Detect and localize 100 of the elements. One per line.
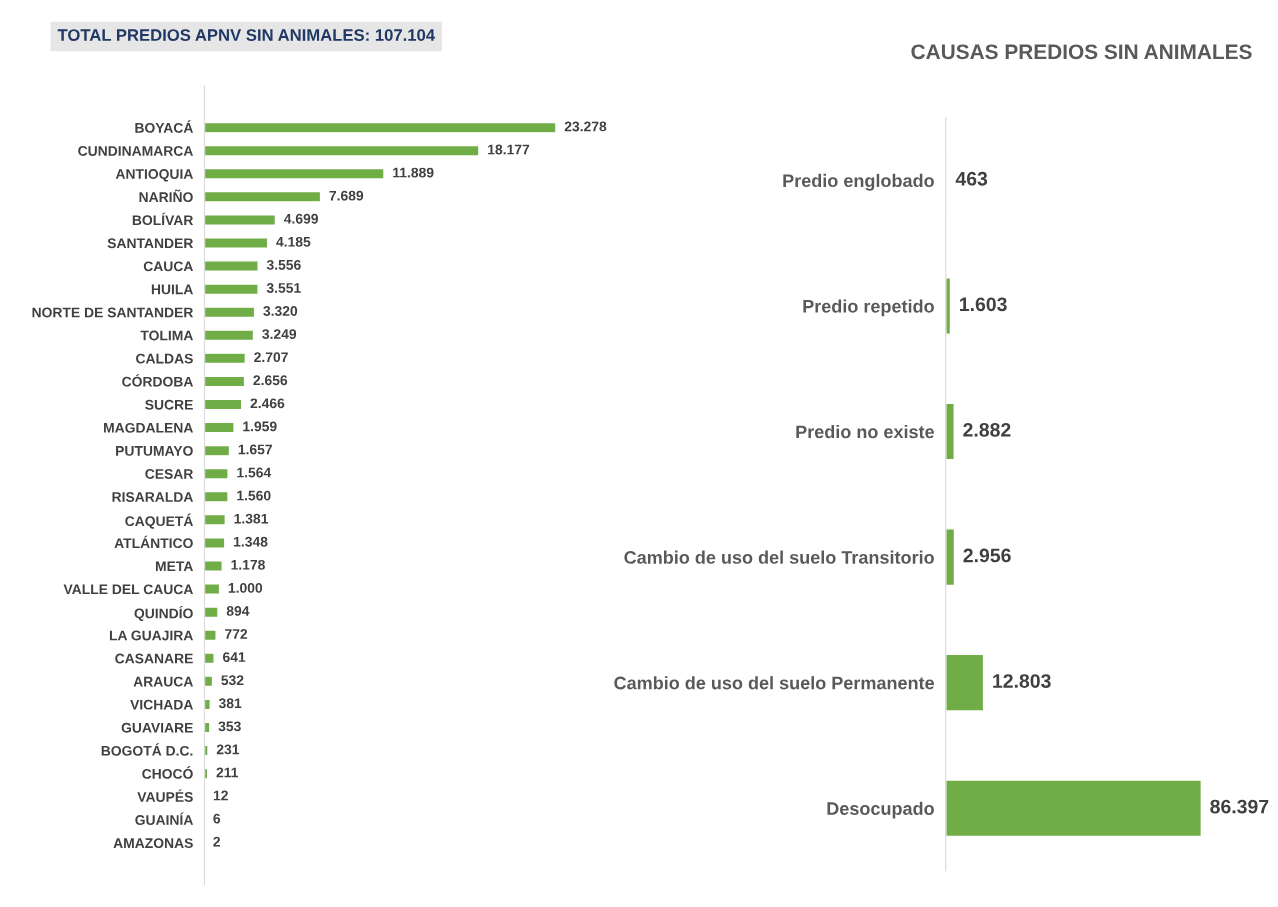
data-label: 2.707 — [254, 352, 288, 363]
data-label: 23.278 — [564, 121, 607, 132]
y-tick-label: Predio englobado — [783, 173, 934, 191]
bar — [204, 675, 214, 688]
y-tick-label: CASANARE — [115, 653, 193, 664]
data-label: 11.889 — [393, 167, 434, 178]
bar — [945, 779, 1203, 838]
y-tick-label: Predio repetido — [803, 299, 934, 317]
bar — [204, 237, 269, 249]
y-tick-label: SUCRE — [145, 399, 193, 410]
data-label: 12 — [213, 790, 228, 801]
y-tick-label: CÓRDOBA — [122, 374, 193, 387]
data-label: 1.560 — [237, 490, 271, 501]
y-tick-label: CAUCA — [143, 261, 193, 272]
data-label: 772 — [225, 629, 248, 639]
y-tick-label: CALDAS — [136, 353, 193, 364]
data-label: 1.000 — [228, 582, 263, 593]
data-label: 3.320 — [263, 306, 298, 316]
y-tick-label: ATLÁNTICO — [114, 535, 193, 549]
bar — [204, 167, 385, 180]
chart-title: TOTAL PREDIOS APNV SIN ANIMALES: 107.104 — [57, 29, 435, 41]
data-label: 6 — [213, 813, 221, 824]
y-tick-label: ARAUCA — [133, 676, 193, 687]
bar — [945, 277, 952, 335]
y-tick-label: Cambio de uso del suelo Transitorio — [624, 550, 934, 564]
data-label: 463 — [955, 171, 988, 186]
bar — [204, 444, 231, 457]
y-tick-label: RISARALDA — [112, 492, 193, 502]
y-tick-label: BOLÍVAR — [132, 212, 194, 226]
bar — [945, 528, 956, 587]
chart-title: CAUSAS PREDIOS SIN ANIMALES — [911, 44, 1252, 60]
data-label: 1.564 — [237, 467, 272, 478]
bar — [204, 214, 277, 226]
y-tick-label: CESAR — [145, 469, 194, 479]
bar — [204, 144, 480, 157]
data-label: 12.803 — [993, 674, 1051, 688]
data-label: 3.551 — [266, 283, 301, 293]
y-tick-label: PUTUMAYO — [116, 445, 193, 456]
bar — [204, 121, 557, 134]
y-tick-label: NORTE DE SANTANDER — [32, 307, 194, 318]
y-tick-label: META — [155, 561, 193, 572]
data-label: 4.699 — [283, 213, 318, 224]
bar — [204, 629, 217, 642]
data-label: 894 — [226, 606, 250, 616]
bar — [204, 583, 221, 595]
y-tick-label: LA GUAJIRA — [109, 630, 193, 641]
bar — [204, 375, 246, 388]
data-label: 1.959 — [243, 421, 277, 432]
bar — [204, 283, 259, 296]
data-label: 2.466 — [250, 398, 285, 409]
data-label: 2.656 — [253, 375, 288, 386]
data-label: 3.556 — [266, 259, 301, 270]
bar — [945, 402, 955, 461]
data-label: 532 — [221, 675, 244, 686]
bar — [204, 744, 209, 757]
y-tick-label: MAGDALENA — [104, 422, 193, 433]
data-label: 381 — [218, 698, 242, 709]
data-label: 353 — [218, 721, 241, 732]
data-label: 7.689 — [329, 190, 364, 201]
y-tick-label: CAQUETÁ — [125, 513, 193, 529]
y-tick-label: SANTANDER — [107, 238, 194, 249]
bar — [204, 352, 247, 365]
data-label: 2.956 — [963, 548, 1011, 563]
data-label: 2.882 — [963, 422, 1011, 437]
bar — [204, 560, 223, 572]
y-tick-label: Desocupado — [827, 801, 934, 819]
bar — [204, 721, 211, 734]
y-tick-label: HUILA — [151, 284, 193, 295]
y-tick-label: CHOCÓ — [142, 766, 193, 779]
y-tick-label: Predio no existe — [796, 424, 934, 439]
bar — [204, 306, 256, 319]
y-tick-label: VICHADA — [130, 699, 193, 710]
data-label: 1.348 — [234, 536, 268, 547]
bar — [204, 467, 229, 480]
y-tick-label: TOLIMA — [140, 330, 193, 341]
data-label: 4.185 — [276, 236, 311, 247]
data-label: 18.177 — [488, 144, 530, 155]
y-tick-label: GUAINÍA — [135, 812, 193, 825]
bar — [945, 653, 985, 712]
y-tick-label: QUINDÍO — [134, 605, 193, 621]
data-label: 1.178 — [231, 559, 265, 570]
data-label: 1.381 — [234, 513, 269, 524]
data-label: 86.397 — [1210, 799, 1269, 814]
bar — [204, 329, 255, 342]
bar — [204, 421, 235, 434]
y-tick-label: BOYACÁ — [135, 120, 193, 133]
bar — [204, 606, 219, 619]
data-label: 641 — [223, 652, 246, 663]
y-tick-label: BOGOTÁ D.C. — [101, 743, 193, 756]
data-label: 2 — [213, 836, 221, 847]
data-label: 3.249 — [262, 329, 297, 340]
bar — [204, 513, 227, 526]
bar — [204, 398, 243, 411]
y-tick-label: CUNDINAMARCA — [78, 146, 193, 156]
y-tick-label: Cambio de uso del suelo Permanente — [614, 676, 935, 690]
bar — [204, 490, 229, 503]
y-tick-label: NARIÑO — [139, 189, 193, 203]
y-tick-label: VAUPÉS — [137, 789, 193, 802]
y-tick-label: GUAVIARE — [121, 722, 193, 733]
bar — [204, 652, 215, 665]
